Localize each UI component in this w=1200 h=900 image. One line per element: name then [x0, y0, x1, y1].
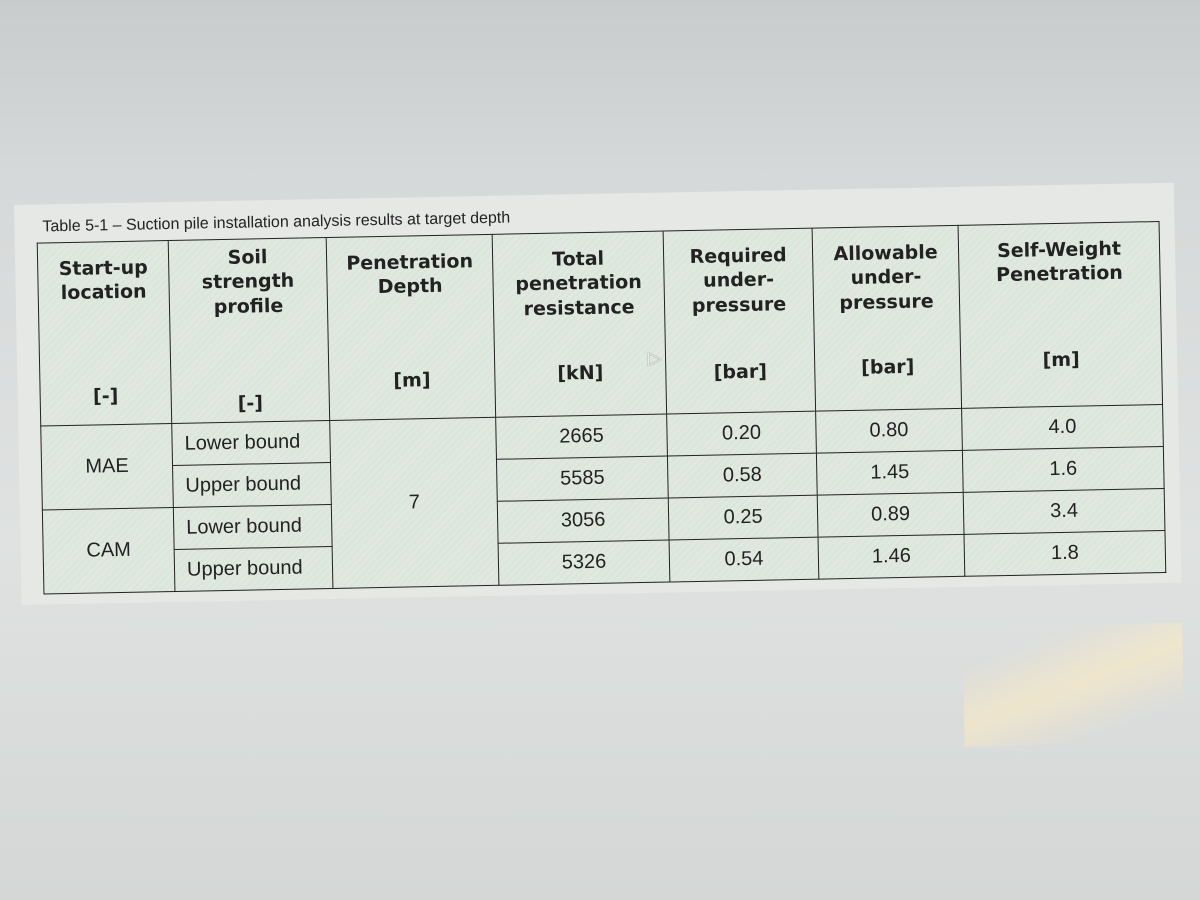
header-required-underpressure: Required under-pressure [bar]	[663, 228, 816, 415]
header-label: Total penetration resistance	[515, 247, 642, 320]
required-cell: 0.25	[668, 495, 819, 540]
allowable-cell: 0.89	[817, 492, 964, 538]
header-unit: [m]	[393, 368, 431, 392]
results-table: Start-up location [-] Soil strength profi…	[36, 221, 1167, 595]
self-weight-cell: 3.4	[963, 488, 1165, 535]
profile-cell: Upper bound	[172, 462, 332, 508]
self-weight-cell: 1.8	[963, 530, 1166, 577]
header-label: Self-Weight Penetration	[995, 237, 1124, 287]
profile-cell: Lower bound	[171, 420, 331, 466]
header-start-up-location: Start-up location [-]	[37, 240, 172, 427]
resistance-cell: 3056	[497, 497, 670, 544]
header-label: Required under-pressure	[689, 244, 787, 317]
self-weight-cell: 1.6	[962, 446, 1165, 493]
header-label: Soil strength profile	[201, 246, 295, 318]
penetration-depth-cell: 7	[329, 417, 499, 589]
allowable-cell: 0.80	[815, 408, 963, 454]
header-unit: [-]	[92, 384, 119, 408]
profile-cell: Upper bound	[174, 546, 333, 592]
location-cell: MAE	[40, 423, 174, 511]
required-cell: 0.58	[667, 453, 818, 498]
allowable-cell: 1.45	[816, 450, 964, 496]
required-cell: 0.54	[669, 537, 819, 582]
header-soil-profile: Soil strength profile [-]	[168, 237, 330, 424]
header-unit: [m]	[1042, 348, 1080, 371]
header-unit: [bar]	[713, 360, 768, 384]
profile-cell: Lower bound	[173, 504, 333, 550]
header-label: Start-up location	[58, 256, 148, 305]
required-cell: 0.20	[666, 411, 817, 457]
document-page: Table 5-1 – Suction pile installation an…	[14, 182, 1185, 747]
mouse-cursor-icon: ▷	[648, 348, 662, 369]
header-unit: [-]	[237, 391, 264, 415]
header-penetration-depth: Penetration Depth [m]	[326, 234, 496, 421]
header-self-weight-penetration: Self-Weight Penetration [m]	[958, 221, 1163, 409]
resistance-cell: 5326	[498, 539, 670, 586]
header-unit: [bar]	[860, 355, 915, 379]
light-glare	[962, 622, 1185, 747]
header-allowable-underpressure: Allowable under-pressure [bar]	[812, 225, 962, 412]
self-weight-cell: 4.0	[961, 404, 1164, 451]
header-total-resistance: Total penetration resistance [kN]	[492, 231, 667, 418]
resistance-cell: 5585	[496, 456, 669, 502]
header-row: Start-up location [-] Soil strength profi…	[37, 221, 1163, 427]
header-unit: [kN]	[557, 361, 604, 385]
header-label: Allowable under-pressure	[833, 241, 938, 314]
location-cell: CAM	[42, 507, 175, 594]
table-caption: Table 5-1 – Suction pile installation an…	[42, 209, 511, 236]
header-label: Penetration Depth	[346, 250, 474, 299]
resistance-cell: 2665	[495, 414, 668, 460]
allowable-cell: 1.46	[818, 534, 965, 580]
